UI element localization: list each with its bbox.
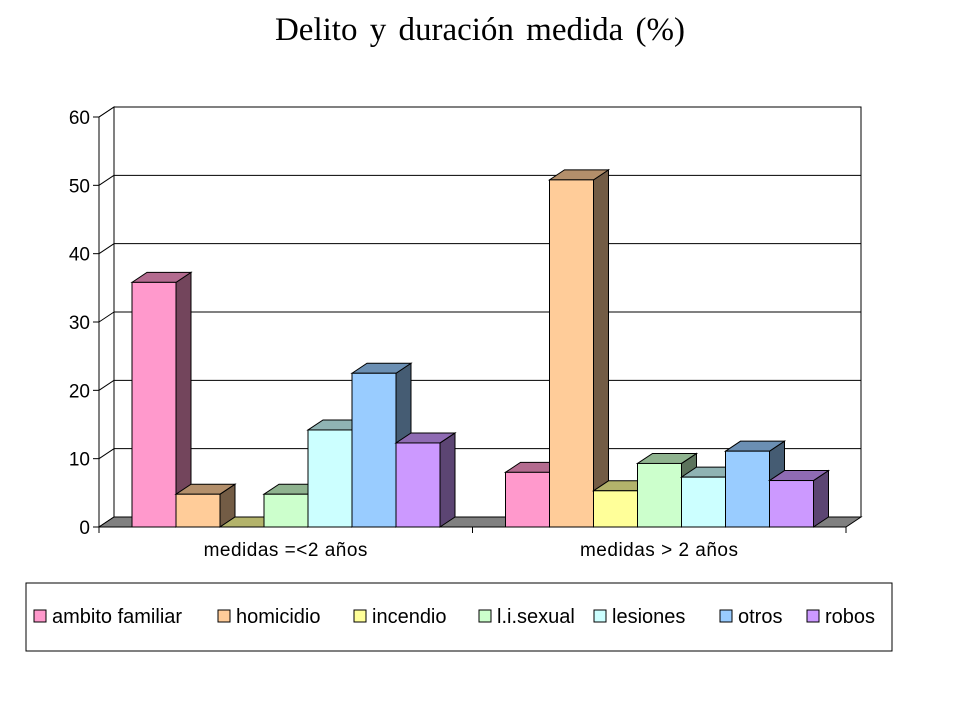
y-tick-labels: 0 10 20 30 40 50 60 (69, 108, 90, 539)
legend-swatch (719, 609, 733, 623)
y-tick-label: 10 (69, 450, 90, 471)
gridline-side (98, 448, 115, 460)
gridline-side (98, 311, 115, 323)
bar-front (175, 493, 221, 528)
gridline-side (98, 243, 115, 255)
bar-front (351, 372, 397, 528)
legend-label: robos (825, 606, 875, 628)
legend-box (25, 582, 893, 652)
legend-label: lesiones (612, 606, 685, 628)
y-tick-label: 0 (79, 518, 90, 539)
axes (93, 116, 847, 533)
bar-front (725, 450, 770, 528)
bar-side (593, 168, 609, 528)
legend-item: robos (806, 606, 875, 628)
bar-front (505, 471, 550, 528)
legend-item: l.i.sexual (478, 606, 575, 628)
bar-ambito-familiar (130, 271, 193, 528)
bar-robos (767, 469, 831, 528)
bar-front (769, 480, 814, 528)
legend-item: homicidio (217, 606, 320, 628)
legend-item: ambito familiar (33, 606, 182, 628)
legend-label: ambito familiar (52, 606, 182, 628)
bar-homicidio (174, 483, 237, 528)
legend-swatch (353, 609, 367, 623)
legend-label: homicidio (236, 606, 320, 628)
bar-front (263, 493, 309, 528)
bar-front (681, 476, 726, 528)
bar-front (395, 442, 441, 528)
bar-robos (394, 432, 457, 528)
legend-item: incendio (353, 606, 447, 628)
legend-swatch (217, 609, 231, 623)
gridline-side (98, 174, 115, 186)
y-tick-label: 60 (69, 108, 90, 129)
category-labels: medidas =<2 años medidas > 2 años (204, 540, 739, 561)
y-tick-label: 30 (69, 313, 90, 334)
legend-swatch (33, 609, 47, 623)
legend-swatch (806, 609, 820, 623)
bar-front (637, 462, 682, 528)
y-tick-label: 50 (69, 176, 90, 197)
bar-front (307, 429, 353, 528)
gridline-side (98, 379, 115, 391)
legend-swatch (478, 609, 492, 623)
bar-homicidio (547, 168, 611, 528)
legend: ambito familiar homicidio incendio l.i.sexu… (25, 582, 893, 652)
legend-label: l.i.sexual (497, 606, 575, 628)
legend-label: otros (738, 606, 782, 628)
bar-side (439, 432, 456, 528)
bar-front (131, 281, 177, 528)
bars (130, 168, 831, 528)
category-label: medidas =<2 años (204, 540, 368, 561)
chart-title: Delito y duración medida (%) (274, 12, 686, 48)
legend-label: incendio (372, 606, 447, 628)
legend-swatch (593, 609, 607, 623)
legend-item: otros (719, 606, 782, 628)
gridline-side (98, 106, 115, 118)
y-tick-label: 40 (69, 245, 90, 266)
bar-front (593, 490, 638, 528)
y-tick-label: 20 (69, 381, 90, 402)
category-label: medidas > 2 años (580, 540, 739, 561)
legend-item: lesiones (593, 606, 685, 628)
bar-front (549, 179, 594, 528)
